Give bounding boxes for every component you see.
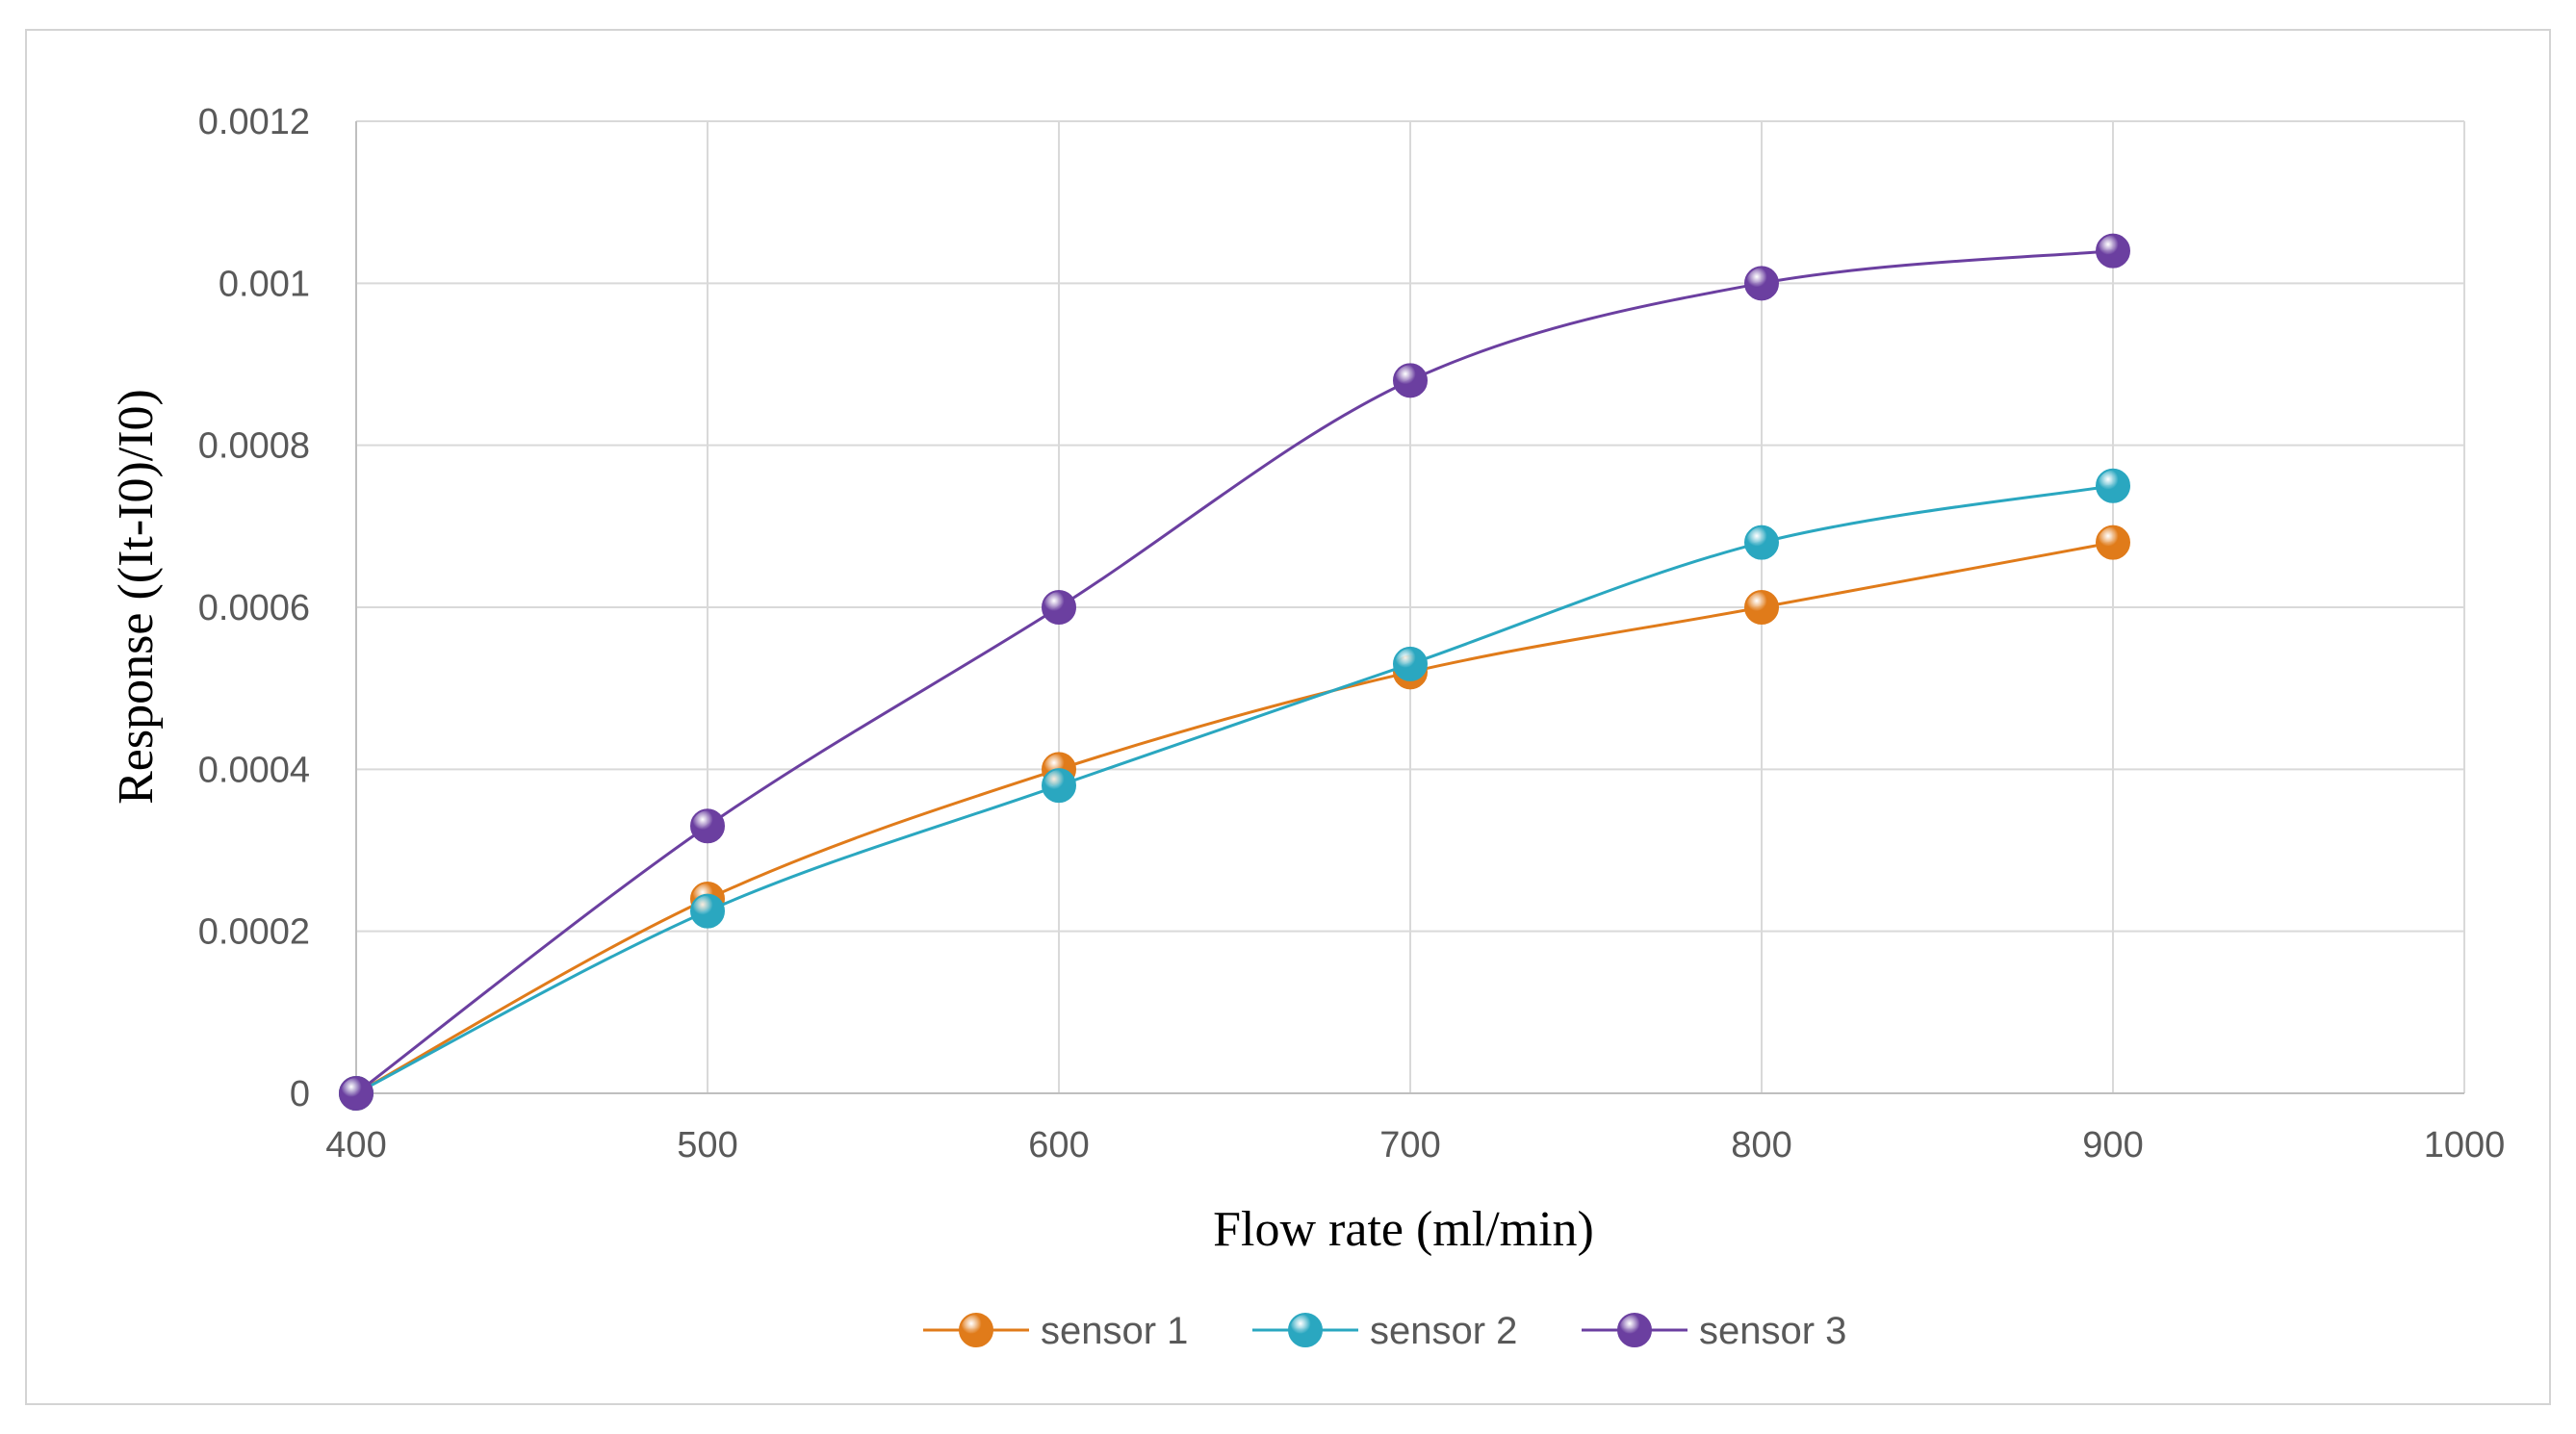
data-point (690, 893, 725, 929)
x-tick-label: 1000 (2424, 1125, 2506, 1165)
x-axis-title: Flow rate (ml/min) (1213, 1202, 1594, 1257)
y-tick-label: 0.0012 (198, 102, 310, 142)
y-axis-title: Response ((It-I0)/I0) (109, 389, 164, 805)
legend-item: sensor 3 (1582, 1310, 1846, 1352)
gridlines (356, 120, 2465, 1093)
x-tick-label: 400 (325, 1125, 386, 1165)
x-tick-label: 800 (1731, 1125, 1791, 1165)
legend-marker (1617, 1313, 1652, 1347)
series-sensor-2 (339, 468, 2130, 1111)
data-point (1042, 590, 1076, 625)
series-sensor-1 (339, 525, 2130, 1111)
legend-label: sensor 2 (1370, 1310, 1517, 1352)
data-point (1393, 646, 1428, 681)
data-point (339, 1076, 374, 1111)
y-tick-labels: 0 0.0002 0.0004 0.0006 0.0008 0.001 0.0012 (198, 102, 310, 1114)
axes (355, 121, 2464, 1094)
legend-label: sensor 1 (1041, 1310, 1188, 1352)
legend-marker (959, 1313, 993, 1347)
legend: sensor 1 sensor 2 sensor 3 (923, 1310, 1846, 1352)
x-tick-label: 700 (1379, 1125, 1440, 1165)
data-point (1744, 590, 1779, 625)
y-tick-label: 0.0002 (198, 912, 310, 953)
data-point (1042, 768, 1076, 804)
y-tick-label: 0.001 (219, 264, 310, 304)
series-line (355, 484, 2114, 1095)
x-tick-label: 900 (2082, 1125, 2143, 1165)
series-group (339, 233, 2130, 1111)
x-tick-labels: 400 500 600 700 800 900 1000 (325, 1125, 2505, 1165)
y-tick-label: 0 (290, 1074, 310, 1114)
data-point (2096, 525, 2130, 560)
data-point (1744, 266, 1779, 301)
y-tick-label: 0.0006 (198, 588, 310, 628)
x-tick-label: 500 (677, 1125, 737, 1165)
legend-label: sensor 3 (1699, 1310, 1846, 1352)
chart-frame (25, 29, 2551, 1405)
legend-item: sensor 2 (1252, 1310, 1517, 1352)
data-point (1393, 363, 1428, 398)
data-point (690, 808, 725, 844)
series-line (355, 541, 2114, 1095)
data-point (2096, 468, 2130, 503)
x-tick-label: 600 (1028, 1125, 1089, 1165)
legend-marker (1288, 1313, 1323, 1347)
y-tick-label: 0.0008 (198, 426, 310, 467)
series-line (355, 249, 2114, 1095)
data-point (2096, 233, 2130, 269)
y-tick-label: 0.0004 (198, 750, 310, 790)
series-sensor-3 (339, 233, 2130, 1111)
legend-item: sensor 1 (923, 1310, 1188, 1352)
data-point (1744, 525, 1779, 560)
